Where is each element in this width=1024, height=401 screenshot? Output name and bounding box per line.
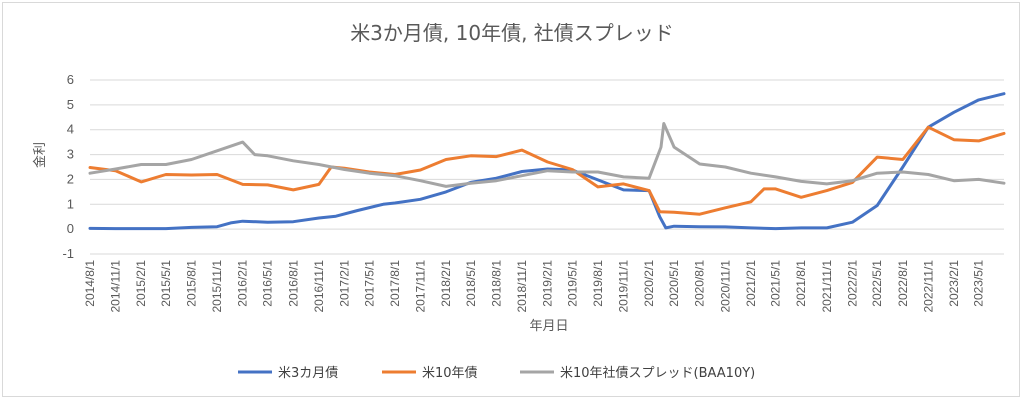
x-tick-label: 2014/8/1: [83, 260, 97, 307]
x-axis-ticks: 2014/8/1 2014/11/1 2015/2/1 2015/5/1 2015/8/…: [83, 260, 986, 313]
chart-frame: [2, 2, 1020, 397]
legend-label-2: 米10年債: [422, 366, 478, 381]
y-axis-ticks: 6 5 4 3 2 1 0 -1: [62, 72, 74, 261]
legend-label-3: 米10年社債スプレッド(BAA10Y): [560, 365, 755, 381]
x-tick-label: 2021/5/1: [769, 260, 783, 307]
x-tick-label: 2016/8/1: [286, 260, 300, 307]
x-tick-label: 2018/2/1: [439, 260, 453, 307]
series-line-2: [88, 125, 1006, 216]
series-line-1: [88, 92, 1006, 231]
y-tick-label: 6: [67, 72, 74, 87]
series-lines: [88, 92, 1006, 231]
x-tick-label: 2022/5/1: [870, 260, 884, 307]
x-tick-label: 2018/5/1: [464, 260, 478, 307]
x-tick-label: 2016/2/1: [236, 260, 250, 307]
x-tick-label: 2021/11/1: [820, 260, 834, 313]
x-tick-label: 2017/11/1: [413, 260, 427, 313]
legend-label-1: 米3カ月債: [278, 366, 338, 381]
x-tick-label: 2018/11/1: [515, 260, 529, 313]
x-tick-label: 2023/2/1: [947, 260, 961, 307]
x-tick-label: 2019/2/1: [541, 260, 555, 307]
x-tick-label: 2020/8/1: [693, 260, 707, 307]
x-tick-label: 2020/11/1: [718, 260, 732, 313]
y-axis-label: 金利: [32, 142, 48, 168]
y-tick-label: 5: [67, 97, 74, 112]
x-tick-label: 2019/11/1: [616, 260, 630, 313]
y-tick-label: 4: [67, 122, 74, 137]
x-tick-label: 2022/2/1: [845, 260, 859, 307]
x-tick-label: 2022/11/1: [921, 260, 935, 313]
x-tick-label: 2017/8/1: [388, 260, 402, 307]
x-tick-label: 2015/8/1: [185, 260, 199, 307]
y-tick-label: 0: [67, 221, 74, 236]
x-axis-label: 年月日: [529, 319, 568, 334]
series-line-3: [88, 122, 1006, 188]
legend: 米3カ月債 米10年債 米10年社債スプレッド(BAA10Y): [238, 365, 755, 381]
y-tick-label: 3: [67, 147, 74, 162]
x-tick-label: 2023/5/1: [972, 260, 986, 307]
y-tick-label: -1: [62, 246, 74, 261]
x-tick-label: 2019/5/1: [565, 260, 579, 307]
x-tick-label: 2019/8/1: [591, 260, 605, 307]
x-tick-label: 2021/2/1: [744, 260, 758, 307]
gridlines: [90, 79, 1004, 255]
x-tick-label: 2017/5/1: [362, 260, 376, 307]
x-tick-label: 2014/11/1: [109, 260, 123, 313]
x-tick-label: 2016/11/1: [312, 260, 326, 313]
x-tick-label: 2015/11/1: [210, 260, 224, 313]
x-tick-label: 2017/2/1: [338, 260, 352, 307]
x-tick-label: 2020/5/1: [667, 260, 681, 307]
y-tick-label: 1: [67, 196, 74, 211]
x-tick-label: 2020/2/1: [642, 260, 656, 307]
y-tick-label: 2: [67, 171, 74, 186]
x-tick-label: 2015/5/1: [159, 260, 173, 307]
x-tick-label: 2021/8/1: [794, 260, 808, 307]
x-tick-label: 2016/5/1: [261, 260, 275, 307]
chart-title: 米3か月債, 10年債, 社債スプレッド: [350, 21, 674, 45]
x-tick-label: 2018/8/1: [489, 260, 503, 307]
x-tick-label: 2015/2/1: [134, 260, 148, 307]
x-tick-label: 2022/8/1: [896, 260, 910, 307]
